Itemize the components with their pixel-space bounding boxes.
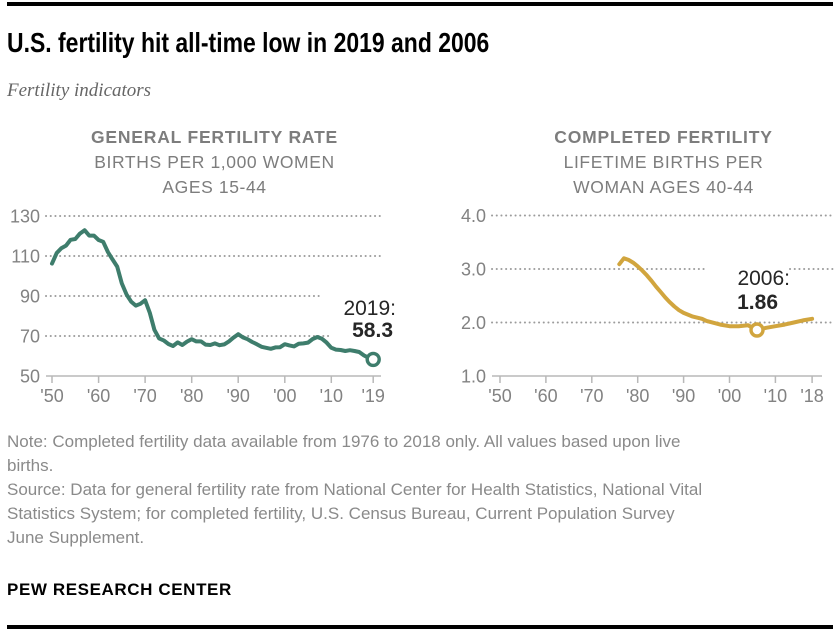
- annotation-year-label: 2019:: [343, 297, 396, 320]
- completed-fertility-chart-block: COMPLETED FERTILITY LIFETIME BIRTHS PER …: [420, 125, 840, 410]
- y-axis-tick-label: 3.0: [461, 260, 486, 280]
- x-axis-tick-label: '10: [764, 386, 787, 406]
- y-axis-tick-label: 2.0: [461, 313, 486, 333]
- x-axis-tick-label: '80: [180, 386, 203, 406]
- pew-research-center-wordmark: PEW RESEARCH CENTER: [7, 580, 232, 599]
- x-axis-tick-label: '90: [672, 386, 695, 406]
- y-axis-tick-label: 90: [20, 287, 40, 307]
- y-axis-tick-label: 1.0: [461, 367, 486, 387]
- chart-subtitle-line: AGES 15-44: [162, 177, 267, 197]
- general-fertility-chart-header: GENERAL FERTILITY RATE BIRTHS PER 1,000 …: [46, 125, 383, 200]
- x-axis-tick-label: '10: [320, 386, 343, 406]
- annotation-value-label: 58.3: [352, 319, 393, 342]
- chart-title: COMPLETED FERTILITY: [554, 127, 773, 147]
- general-fertility-chart-block: GENERAL FERTILITY RATE BIRTHS PER 1,000 …: [0, 125, 420, 410]
- y-axis-tick-label: 130: [10, 207, 40, 227]
- general-fertility-line-chart: 130 110 90 70 50'50 '60 '70 '80 '90 '00 '10 '19 2019…: [10, 207, 396, 407]
- page-subtitle: Fertility indicators: [7, 80, 152, 101]
- completed_fertility-series-line: [617, 256, 815, 332]
- note-and-source: Note: Completed fertility data available…: [7, 430, 833, 550]
- annotation-year-label: 2006:: [737, 267, 790, 290]
- y-axis-tick-label: 70: [20, 327, 40, 347]
- y-axis-tick-label: 4.0: [461, 206, 486, 226]
- x-axis-tick-label: '18: [800, 386, 823, 406]
- x-axis-tick-label: '00: [718, 386, 741, 406]
- general_fertility_rate-series-line: [50, 228, 376, 362]
- highlight-point-marker: [365, 351, 381, 368]
- chart-subtitle-line: WOMAN AGES 40-44: [573, 177, 754, 197]
- top-rule: [7, 2, 833, 6]
- annotation-value-label: 1.86: [737, 291, 778, 314]
- x-axis-tick-label: '60: [87, 386, 110, 406]
- y-axis-tick-label: 50: [20, 367, 40, 387]
- x-axis-tick-label: '19: [361, 386, 384, 406]
- source-line: Source: Data for general fertility rate …: [7, 480, 703, 499]
- x-axis-tick-label: '00: [273, 386, 296, 406]
- source-line: June Supplement.: [7, 528, 145, 547]
- x-axis-tick-label: '60: [534, 386, 557, 406]
- chart-subtitle-line: LIFETIME BIRTHS PER: [563, 152, 764, 172]
- charts-row: GENERAL FERTILITY RATE BIRTHS PER 1,000 …: [0, 125, 840, 410]
- x-axis-tick-label: '90: [226, 386, 249, 406]
- completed-fertility-chart-header: COMPLETED FERTILITY LIFETIME BIRTHS PER …: [492, 125, 835, 200]
- highlight-point-marker: [749, 322, 765, 338]
- chart-subtitle-line: BIRTHS PER 1,000 WOMEN: [94, 152, 335, 172]
- page-title: U.S. fertility hit all-time low in 2019 …: [7, 27, 490, 58]
- x-axis-tick-label: '50: [40, 386, 63, 406]
- x-axis-tick-label: '70: [580, 386, 603, 406]
- chart-title: GENERAL FERTILITY RATE: [90, 127, 339, 147]
- note-line: Note: Completed fertility data available…: [7, 432, 681, 451]
- bottom-rule: [7, 625, 833, 629]
- x-axis-tick-label: '80: [626, 386, 649, 406]
- x-axis-tick-label: '50: [488, 386, 511, 406]
- note-line: births.: [7, 456, 54, 475]
- y-axis-tick-label: 110: [11, 247, 40, 267]
- source-line: Statistics System; for completed fertili…: [7, 504, 675, 523]
- x-axis-tick-label: '70: [133, 386, 156, 406]
- completed-fertility-line-chart: 4.0 3.0 2.0 1.0'50 '60 '70 '80 '90 '00 '10 '18 2006…: [461, 206, 836, 406]
